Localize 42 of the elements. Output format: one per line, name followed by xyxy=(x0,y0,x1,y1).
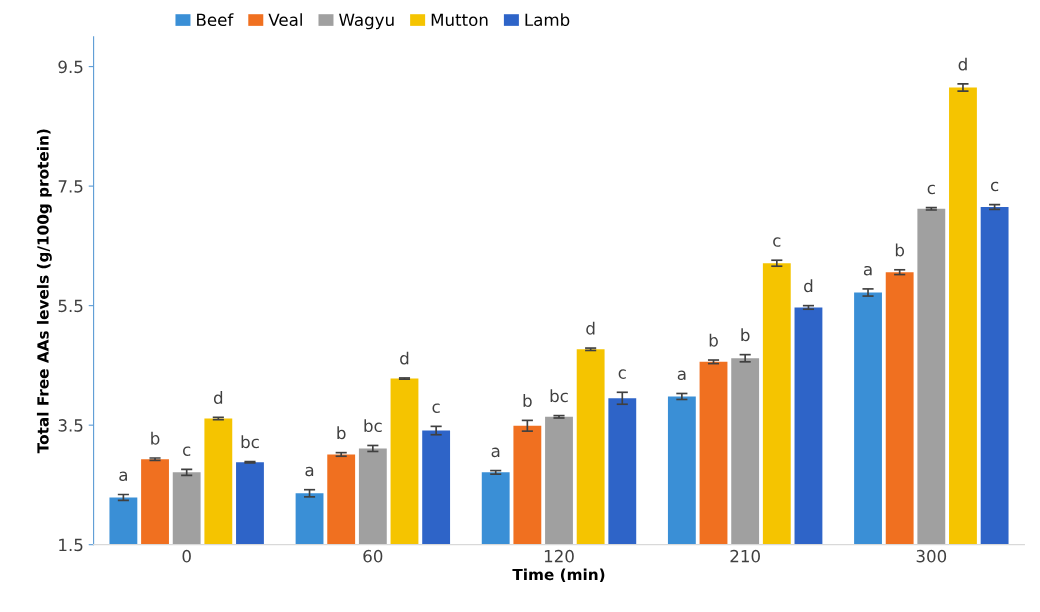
data-label: d xyxy=(958,57,967,71)
y-tick-label: 3.5 xyxy=(58,419,83,432)
legend-label: Wagyu xyxy=(339,13,394,30)
data-label: d xyxy=(804,279,813,293)
y-tick-label: 5.5 xyxy=(58,299,83,313)
data-label: a xyxy=(863,265,872,276)
data-label: c xyxy=(773,237,781,247)
data-label: b xyxy=(895,243,905,257)
data-label: b xyxy=(337,426,346,440)
data-label: c xyxy=(618,369,626,379)
x-tick-label: 0 xyxy=(182,549,191,563)
data-label: c xyxy=(183,446,191,456)
x-tick-label: 210 xyxy=(730,549,760,563)
data-label: a xyxy=(677,370,686,381)
data-label: a xyxy=(119,471,127,482)
legend-label: Lamb xyxy=(525,13,570,27)
data-label: a xyxy=(305,466,314,477)
x-axis-title: Time (min) xyxy=(512,568,605,583)
data-label: d xyxy=(586,321,595,335)
y-tick-label: 1.5 xyxy=(59,538,83,552)
x-tick-label: 60 xyxy=(363,549,383,563)
data-label: b xyxy=(151,431,160,445)
data-label: d xyxy=(400,351,409,365)
data-label: c xyxy=(990,181,999,192)
data-label: b xyxy=(709,333,718,347)
data-label: bc xyxy=(364,419,382,433)
data-label: b xyxy=(741,328,750,342)
data-label: c xyxy=(432,403,440,413)
legend-label: Beef xyxy=(197,13,234,27)
data-label: b xyxy=(523,394,532,407)
legend-label: Veal xyxy=(268,13,302,27)
data-label: d xyxy=(213,391,223,404)
legend-label: Mutton xyxy=(431,13,488,27)
y-tick-label: 7.5 xyxy=(58,180,83,193)
x-tick-label: 120 xyxy=(544,549,574,563)
data-label: bc xyxy=(241,435,259,449)
y-axis-title: Total Free AAs levels (g/100g protein) xyxy=(36,129,52,454)
y-tick-label: 9.5 xyxy=(58,60,83,74)
data-label: a xyxy=(491,447,500,458)
data-label: bc xyxy=(550,389,568,403)
data-label: c xyxy=(927,184,935,195)
x-tick-label: 300 xyxy=(916,549,947,563)
